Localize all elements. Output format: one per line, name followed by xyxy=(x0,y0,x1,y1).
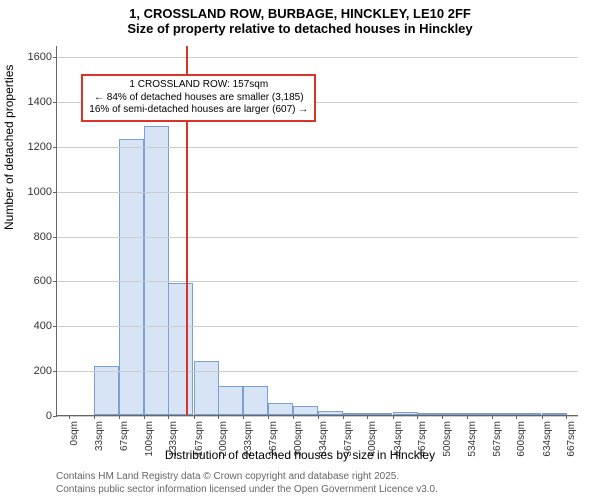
histogram-bar xyxy=(268,403,293,415)
plot-area: 02004006008001000120014001600 0sqm33sqm6… xyxy=(56,46,578,416)
gridline xyxy=(57,326,578,327)
histogram-bar xyxy=(119,139,144,415)
x-tick xyxy=(542,415,543,419)
x-tick xyxy=(168,415,169,419)
histogram-bar xyxy=(516,413,541,415)
x-tick xyxy=(467,415,468,419)
callout-line-1: 1 CROSSLAND ROW: 157sqm xyxy=(89,79,308,92)
y-tick-label: 0 xyxy=(46,410,57,422)
footer-line-2: Contains public sector information licen… xyxy=(56,484,438,497)
chart-titles: 1, CROSSLAND ROW, BURBAGE, HINCKLEY, LE1… xyxy=(0,0,600,36)
histogram-bar xyxy=(542,413,567,415)
x-tick-label: 0sqm xyxy=(69,421,80,445)
chart-container: 1, CROSSLAND ROW, BURBAGE, HINCKLEY, LE1… xyxy=(0,0,600,500)
x-tick-label: 67sqm xyxy=(119,421,130,451)
y-tick-label: 600 xyxy=(34,275,57,287)
y-tick-label: 800 xyxy=(34,231,57,243)
histogram-bar xyxy=(94,366,119,415)
histogram-bar xyxy=(168,283,193,415)
callout-line-3: 16% of semi-detached houses are larger (… xyxy=(89,104,308,117)
gridline xyxy=(57,192,578,193)
y-tick-label: 1400 xyxy=(28,96,57,108)
x-tick xyxy=(218,415,219,419)
x-tick xyxy=(393,415,394,419)
x-axis-label: Distribution of detached houses by size … xyxy=(0,448,600,462)
x-tick-label: 33sqm xyxy=(94,421,105,451)
histogram-bar xyxy=(243,386,268,415)
x-tick xyxy=(268,415,269,419)
x-tick xyxy=(343,415,344,419)
x-tick xyxy=(318,415,319,419)
y-tick-label: 200 xyxy=(34,365,57,377)
gridline xyxy=(57,237,578,238)
gridline xyxy=(57,371,578,372)
histogram-bar xyxy=(367,413,392,415)
histogram-bar xyxy=(194,361,219,415)
histogram-bar xyxy=(393,412,418,415)
callout-line-2: ← 84% of detached houses are smaller (3,… xyxy=(89,92,308,105)
histogram-bar xyxy=(318,411,343,415)
y-tick-label: 400 xyxy=(34,320,57,332)
x-tick xyxy=(442,415,443,419)
y-tick-label: 1600 xyxy=(28,51,57,63)
x-tick xyxy=(144,415,145,419)
x-tick xyxy=(94,415,95,419)
gridline xyxy=(57,281,578,282)
histogram-bar xyxy=(293,406,318,415)
x-tick xyxy=(293,415,294,419)
callout-box: 1 CROSSLAND ROW: 157sqm ← 84% of detache… xyxy=(81,74,316,122)
x-tick xyxy=(119,415,120,419)
x-tick xyxy=(516,415,517,419)
footer-line-1: Contains HM Land Registry data © Crown c… xyxy=(56,471,438,484)
gridline xyxy=(57,57,578,58)
title-line-1: 1, CROSSLAND ROW, BURBAGE, HINCKLEY, LE1… xyxy=(0,0,600,21)
x-tick xyxy=(566,415,567,419)
x-tick xyxy=(492,415,493,419)
y-tick-label: 1200 xyxy=(28,141,57,153)
x-tick xyxy=(194,415,195,419)
histogram-bar xyxy=(492,413,517,415)
x-tick xyxy=(69,415,70,419)
title-line-2: Size of property relative to detached ho… xyxy=(0,21,600,36)
histogram-bar xyxy=(218,386,243,415)
footer-attribution: Contains HM Land Registry data © Crown c… xyxy=(56,471,438,496)
x-tick xyxy=(417,415,418,419)
histogram-bar xyxy=(343,413,368,415)
histogram-bar xyxy=(467,413,492,415)
y-tick-label: 1000 xyxy=(28,186,57,198)
histogram-bar xyxy=(442,413,467,415)
x-tick xyxy=(367,415,368,419)
y-axis-label: Number of detached properties xyxy=(2,65,16,230)
x-tick xyxy=(243,415,244,419)
gridline xyxy=(57,147,578,148)
histogram-bar xyxy=(417,413,442,415)
